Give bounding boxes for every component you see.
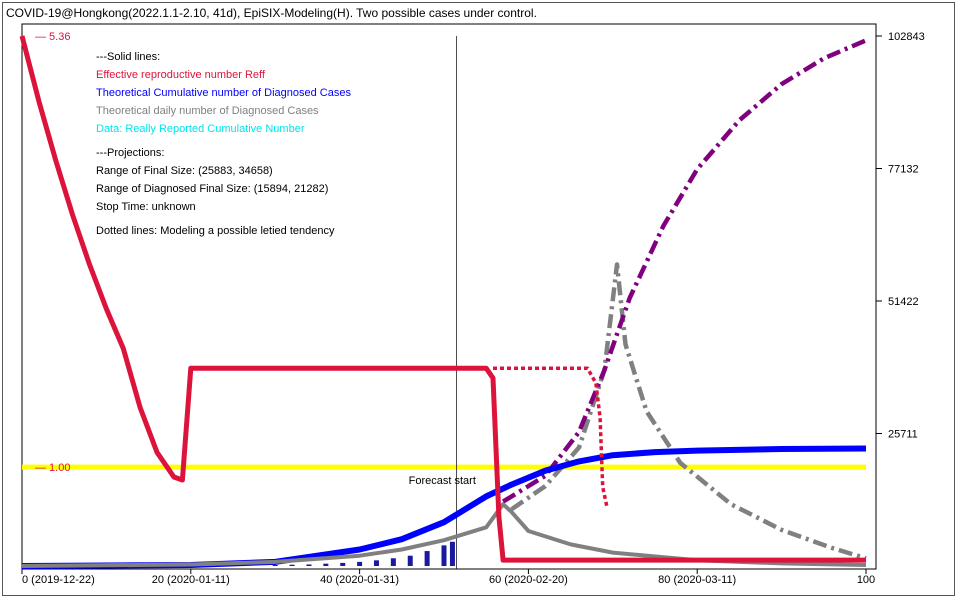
x-tick-label: 40 (2020-01-31) (320, 574, 399, 586)
series-reff (19, 35, 866, 563)
data-bar (357, 561, 363, 566)
legend-cumulative: Theoretical Cumulative number of Diagnos… (96, 87, 351, 99)
chart-title: COVID-19@Hongkong(2022.1.1-2.10, 41d), E… (6, 6, 537, 20)
data-bar (449, 541, 455, 566)
legend-diag-final-size: Range of Diagnosed Final Size: (15894, 2… (96, 183, 328, 195)
legend-solid-header: ---Solid lines: (96, 51, 160, 63)
axes-layer: 0 (2019-12-22) 20 (2020-01-11) 40 (2020-01… (21, 31, 925, 586)
x-tick-label: 20 (2020-01-11) (152, 574, 230, 586)
legend-reff: Effective reproductive number Reff (96, 69, 266, 81)
plot-area (21, 23, 877, 570)
reff-axis-label: — 1.00 (35, 462, 70, 474)
data-bar (289, 564, 295, 566)
legend-data: Data: Really Reported Cumulative Number (96, 123, 305, 135)
series-layer: Forecast start (19, 35, 867, 569)
data-bar (373, 560, 379, 566)
data-bar (340, 562, 346, 566)
legend-projections-header: ---Projections: (96, 147, 164, 159)
data-bars (272, 541, 455, 566)
legend: ---Solid lines: Effective reproductive n… (96, 51, 351, 237)
data-bar (390, 558, 396, 566)
data-bar (407, 555, 413, 566)
data-bar (272, 564, 278, 566)
legend-daily: Theoretical daily number of Diagnosed Ca… (96, 105, 319, 117)
data-bar (306, 564, 312, 566)
data-bar (441, 545, 447, 566)
y-right-tick-label: 102843 (888, 31, 925, 43)
data-bar (323, 563, 329, 566)
forecast-start-label: Forecast start (409, 475, 476, 487)
legend-dotted-note: Dotted lines: Modeling a possible letied… (96, 225, 335, 237)
y-right-tick-label: 25711 (888, 428, 918, 440)
series-cumulative (21, 445, 867, 569)
legend-stop-time: Stop Time: unknown (96, 201, 196, 213)
series-reff-dotted (493, 366, 609, 508)
x-tick-label: 60 (2020-02-20) (489, 574, 568, 586)
x-tick-label: 100 (857, 574, 875, 586)
data-bar (424, 551, 430, 566)
y-right-tick-label: 51422 (888, 296, 919, 308)
x-tick-label: 0 (2019-12-22) (22, 574, 95, 586)
reff-axis-label: — 5.36 (35, 31, 70, 43)
x-tick-label: 80 (2020-03-11) (658, 574, 736, 586)
legend-final-size: Range of Final Size: (25883, 34658) (96, 165, 273, 177)
y-right-tick-label: 77132 (888, 164, 919, 176)
series-daily-dotted (510, 262, 867, 561)
series-cumulative-dotted (501, 38, 867, 504)
